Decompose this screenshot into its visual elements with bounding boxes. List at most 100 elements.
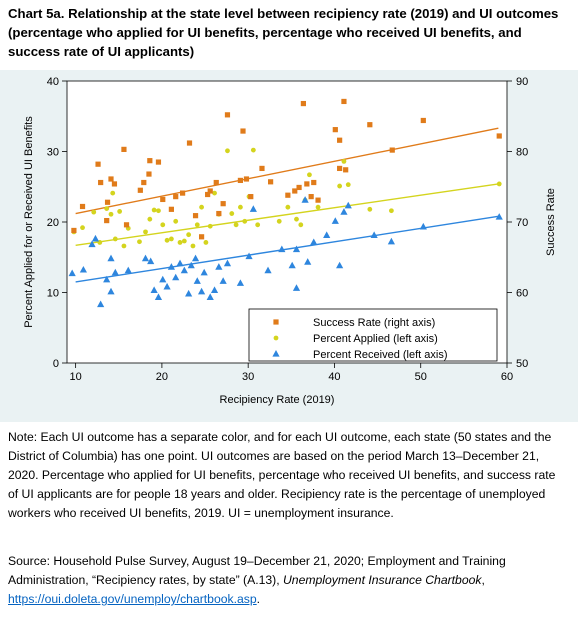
success-rate-point (268, 179, 274, 185)
trend-line (75, 215, 499, 283)
legend-marker (273, 335, 279, 341)
received-point (304, 258, 312, 265)
received-point (180, 266, 188, 274)
applied-point (177, 240, 183, 245)
received-point (340, 208, 348, 215)
received-point (292, 245, 301, 253)
applied-point (298, 222, 304, 228)
applied-point (104, 206, 110, 212)
success-rate-point (343, 167, 349, 173)
trend-line (75, 127, 499, 215)
x-tick-label: 60 (501, 371, 513, 383)
y-left-tick-label: 40 (47, 76, 59, 88)
applied-point (181, 238, 187, 244)
received-point (97, 300, 105, 308)
received-point (215, 263, 223, 270)
applied-point (137, 239, 142, 245)
source-title: Unemployment Insurance Chartbook (283, 573, 482, 587)
received-point (88, 240, 96, 248)
applied-point (80, 225, 85, 231)
success-rate-point (308, 194, 314, 200)
received-point (278, 245, 286, 253)
success-rate-point (304, 181, 310, 187)
received-point (197, 287, 206, 295)
y-left-tick-label: 20 (47, 217, 59, 229)
applied-point (242, 218, 248, 224)
success-rate-point (292, 188, 298, 194)
received-point (159, 275, 167, 283)
source-comma: , (481, 573, 485, 587)
success-rate-point (311, 179, 317, 186)
received-point (187, 261, 195, 269)
y-right-axis-label: Success Rate (545, 188, 557, 256)
received-point (191, 254, 200, 262)
received-point (245, 252, 253, 260)
applied-point (112, 236, 118, 242)
success-rate-point (243, 176, 250, 182)
received-point (495, 213, 503, 220)
received-point (200, 268, 208, 276)
success-rate-point (315, 197, 321, 203)
received-point (264, 266, 272, 274)
received-point (323, 231, 331, 238)
success-rate-point (104, 217, 110, 224)
received-point (301, 196, 309, 203)
success-rate-point (213, 179, 219, 186)
received-point (68, 269, 76, 277)
y-left-axis-label: Percent Applied for or Received UI Benef… (23, 116, 35, 328)
applied-point (207, 223, 213, 229)
x-axis-label: Recipiency Rate (2019) (220, 394, 335, 406)
source-link[interactable]: https://oui.doleta.gov/unemploy/chartboo… (8, 592, 257, 606)
success-rate-point (367, 122, 373, 128)
applied-point (164, 237, 170, 243)
success-rate-point (240, 128, 246, 134)
source-text: Source: Household Pulse Survey, August 1… (8, 554, 506, 587)
applied-point (117, 209, 123, 214)
success-rate-point (121, 146, 127, 152)
applied-point (341, 158, 347, 164)
success-rate-point (332, 127, 338, 133)
received-point (219, 277, 227, 284)
success-rate-point (111, 181, 118, 187)
legend-label: Success Rate (right axis) (313, 317, 435, 329)
applied-point (173, 218, 179, 224)
received-point (419, 222, 427, 230)
success-rate-point (224, 112, 231, 118)
y-right-tick-label: 60 (516, 288, 528, 300)
received-point (141, 254, 150, 262)
received-point (223, 259, 232, 267)
success-rate-point (147, 158, 153, 164)
applied-point (190, 243, 196, 249)
success-rate-point (420, 117, 426, 124)
chart-note: Note: Each UI outcome has a separate col… (8, 430, 556, 520)
success-rate-point (71, 227, 77, 234)
trend-line (75, 183, 499, 246)
applied-point (367, 206, 373, 212)
applied-point (337, 183, 343, 189)
received-point (111, 268, 119, 276)
received-point (210, 286, 219, 293)
legend-label: Percent Applied (left axis) (313, 333, 438, 345)
success-rate-point (216, 210, 222, 217)
received-point (292, 284, 301, 291)
applied-point (307, 172, 312, 178)
received-point (236, 279, 245, 286)
applied-point (233, 222, 239, 228)
received-point (167, 263, 175, 270)
success-rate-point (137, 187, 143, 193)
applied-point (285, 204, 291, 210)
applied-point (238, 204, 243, 210)
applied-point (156, 208, 161, 214)
legend-marker (273, 319, 279, 325)
applied-point (186, 232, 192, 238)
applied-point (121, 243, 127, 249)
received-point (193, 277, 201, 284)
applied-point (199, 204, 204, 210)
applied-point (315, 204, 321, 210)
y-right-tick-label: 50 (516, 358, 528, 370)
applied-point (255, 222, 261, 228)
applied-point (110, 190, 116, 196)
applied-point (345, 182, 351, 188)
y-right-tick-label: 90 (516, 76, 528, 88)
x-tick-label: 10 (70, 371, 82, 383)
